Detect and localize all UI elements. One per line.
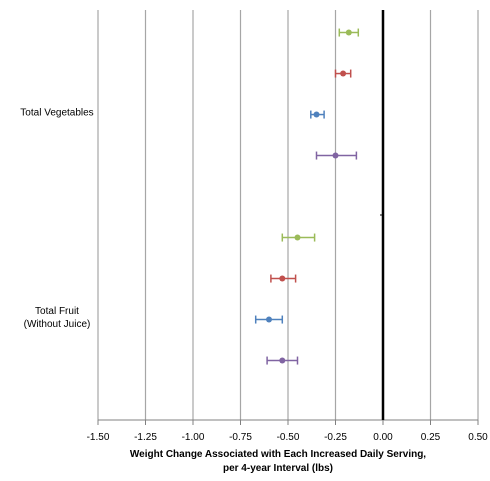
category-label: Total Fruit (35, 306, 79, 317)
data-point (313, 111, 320, 118)
x-axis-title-line-1: Weight Change Associated with Each Incre… (130, 449, 426, 460)
x-tick-label: 0.25 (421, 432, 441, 443)
x-tick-label: -0.75 (229, 432, 252, 443)
category-label: (Without Juice) (24, 319, 91, 330)
data-point (340, 70, 347, 77)
data-point (332, 152, 339, 159)
x-axis-tick-labels: -1.50 -1.25 -1.00 -0.75 -0.50 -0.25 0.00 0.25 0.… (87, 432, 489, 443)
x-tick-label: -1.50 (87, 432, 110, 443)
x-tick-label: -0.50 (277, 432, 300, 443)
x-tick-label: -1.00 (182, 432, 205, 443)
data-points (254, 28, 360, 365)
data-point (345, 29, 352, 36)
x-tick-label: -0.25 (324, 432, 347, 443)
data-point (279, 357, 286, 364)
x-tick-label: 0.50 (468, 432, 488, 443)
grid-lines (97, 10, 479, 425)
data-point (266, 316, 272, 323)
data-point (279, 275, 286, 282)
x-axis-title-line-2: per 4-year Interval (lbs) (223, 463, 333, 474)
x-tick-label: 0.00 (373, 432, 393, 443)
category-label: Total Vegetables (20, 108, 93, 119)
data-point (294, 234, 301, 241)
x-tick-label: -1.25 (134, 432, 157, 443)
category-labels: Total Vegetables Total Fruit (Without Juic… (20, 108, 93, 331)
